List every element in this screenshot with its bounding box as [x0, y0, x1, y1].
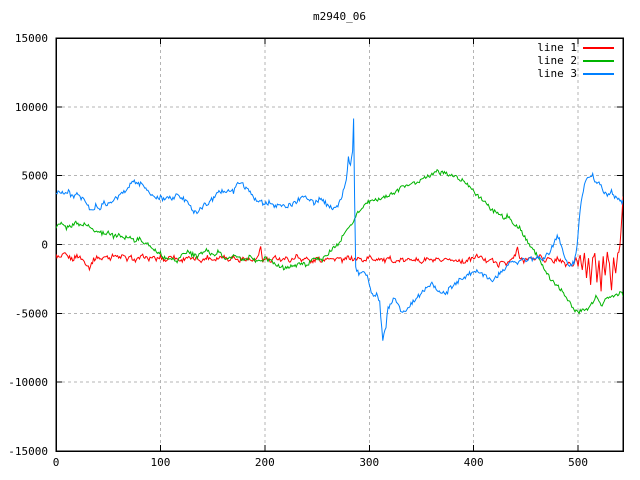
chart-title: m2940_06: [313, 10, 366, 23]
legend-label: line 3: [537, 67, 577, 80]
legend-label: line 1: [537, 41, 577, 54]
x-tick-label: 200: [255, 456, 275, 469]
y-tick-label: -10000: [8, 376, 48, 389]
legend-line-sample: [583, 46, 614, 49]
series-line-3: [56, 118, 623, 341]
y-tick-label: 5000: [22, 170, 49, 183]
y-tick-label: -15000: [8, 445, 48, 458]
y-tick-label: 10000: [15, 101, 48, 114]
series-line-2: [56, 168, 623, 315]
x-tick-label: 500: [568, 456, 588, 469]
legend-item-line-3: line 3: [394, 67, 614, 80]
y-tick-label: 15000: [15, 32, 48, 45]
legend-line-sample: [583, 72, 614, 75]
legend-label: line 2: [537, 54, 577, 67]
x-tick-label: 400: [464, 456, 484, 469]
plot-border: [55, 37, 624, 452]
y-tick-label: 0: [41, 239, 48, 252]
x-tick-label: 300: [359, 456, 379, 469]
legend-item-line-2: line 2: [394, 54, 614, 67]
legend-line-sample: [583, 59, 614, 62]
x-tick-label: 100: [150, 456, 170, 469]
x-tick-label: 0: [53, 456, 60, 469]
series-line-1: [56, 196, 623, 292]
legend-item-line-1: line 1: [394, 41, 614, 54]
legend: line 1 line 2 line 3: [394, 41, 614, 80]
y-tick-label: -5000: [15, 307, 48, 320]
